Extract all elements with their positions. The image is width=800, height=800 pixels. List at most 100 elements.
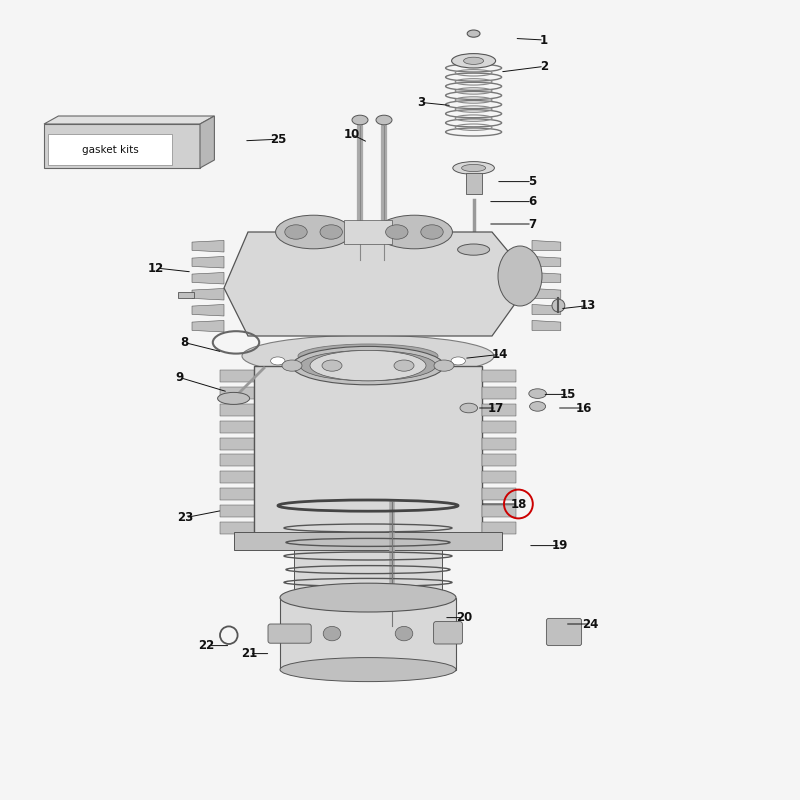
Ellipse shape: [280, 583, 456, 612]
FancyBboxPatch shape: [48, 134, 172, 165]
Text: 17: 17: [488, 402, 504, 414]
Ellipse shape: [498, 246, 542, 306]
Bar: [466, 173, 482, 194]
Bar: [280, 598, 456, 670]
Polygon shape: [532, 321, 561, 330]
Text: 3: 3: [417, 96, 425, 109]
Ellipse shape: [421, 225, 443, 239]
Bar: [221, 370, 254, 382]
Ellipse shape: [242, 335, 494, 377]
Bar: [254, 366, 482, 534]
Polygon shape: [192, 321, 224, 332]
Text: 14: 14: [492, 348, 508, 361]
Polygon shape: [532, 289, 561, 298]
Polygon shape: [532, 241, 561, 250]
Text: 24: 24: [582, 618, 598, 630]
Ellipse shape: [310, 350, 426, 381]
Bar: [482, 438, 516, 450]
Ellipse shape: [328, 366, 342, 374]
Polygon shape: [532, 257, 561, 266]
Polygon shape: [192, 289, 224, 300]
Ellipse shape: [402, 365, 416, 373]
Bar: [221, 404, 254, 416]
Text: 15: 15: [560, 388, 576, 401]
Ellipse shape: [218, 392, 250, 404]
Ellipse shape: [467, 30, 480, 37]
Ellipse shape: [460, 403, 478, 413]
Polygon shape: [44, 124, 200, 168]
Text: 5: 5: [528, 175, 536, 188]
Bar: [344, 220, 392, 244]
Ellipse shape: [394, 360, 414, 371]
Ellipse shape: [529, 389, 546, 398]
Ellipse shape: [282, 360, 302, 371]
Ellipse shape: [453, 162, 494, 174]
Text: 18: 18: [510, 498, 526, 510]
Ellipse shape: [292, 346, 444, 385]
Text: 2: 2: [540, 60, 548, 73]
Bar: [482, 505, 516, 517]
Ellipse shape: [376, 115, 392, 125]
Text: gasket kits: gasket kits: [82, 145, 138, 154]
Text: 12: 12: [148, 262, 164, 274]
Bar: [221, 421, 254, 433]
Bar: [482, 387, 516, 399]
Text: 21: 21: [242, 647, 258, 660]
Bar: [482, 522, 516, 534]
Ellipse shape: [294, 586, 442, 610]
Polygon shape: [532, 305, 561, 314]
Ellipse shape: [275, 215, 352, 249]
Ellipse shape: [395, 626, 413, 641]
Ellipse shape: [434, 360, 454, 371]
Polygon shape: [532, 273, 561, 282]
Text: 7: 7: [528, 218, 536, 230]
Bar: [221, 438, 254, 450]
Polygon shape: [192, 273, 224, 284]
Polygon shape: [192, 241, 224, 252]
Text: 6: 6: [528, 195, 536, 208]
Ellipse shape: [458, 244, 490, 255]
Bar: [482, 370, 516, 382]
Ellipse shape: [322, 360, 342, 371]
Polygon shape: [44, 116, 214, 124]
Bar: [221, 471, 254, 483]
Ellipse shape: [323, 626, 341, 641]
Bar: [221, 454, 254, 466]
Ellipse shape: [298, 344, 438, 368]
Text: 10: 10: [344, 128, 360, 141]
Polygon shape: [192, 257, 224, 268]
Text: 13: 13: [580, 299, 596, 312]
Text: 8: 8: [180, 336, 188, 349]
Bar: [482, 471, 516, 483]
FancyBboxPatch shape: [268, 624, 311, 643]
Bar: [221, 522, 254, 534]
Ellipse shape: [270, 357, 285, 365]
Ellipse shape: [530, 402, 546, 411]
Text: 22: 22: [198, 639, 214, 652]
Bar: [178, 292, 194, 298]
Polygon shape: [224, 232, 532, 336]
Ellipse shape: [280, 658, 456, 682]
Bar: [482, 421, 516, 433]
Text: 23: 23: [178, 511, 194, 524]
Bar: [234, 532, 502, 550]
Text: 1: 1: [540, 34, 548, 46]
Ellipse shape: [285, 225, 307, 239]
Text: 19: 19: [552, 539, 568, 552]
Ellipse shape: [462, 164, 486, 172]
Polygon shape: [192, 305, 224, 316]
Ellipse shape: [451, 54, 495, 68]
Ellipse shape: [386, 225, 408, 239]
Text: 9: 9: [176, 371, 184, 384]
Ellipse shape: [451, 357, 466, 365]
Ellipse shape: [377, 215, 453, 249]
Bar: [221, 488, 254, 500]
Text: 20: 20: [456, 611, 472, 624]
Ellipse shape: [320, 225, 342, 239]
Bar: [294, 550, 442, 598]
FancyBboxPatch shape: [434, 622, 462, 644]
Ellipse shape: [552, 299, 565, 312]
Ellipse shape: [464, 57, 483, 64]
Polygon shape: [200, 116, 214, 168]
Bar: [482, 404, 516, 416]
